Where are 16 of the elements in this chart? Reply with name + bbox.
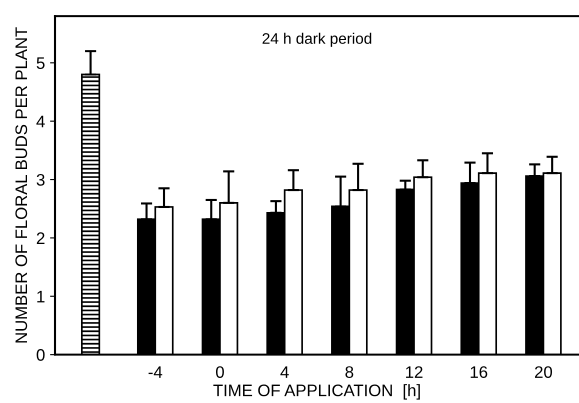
x-tick-label: -4 — [148, 366, 162, 378]
y-tick-label: 1 — [37, 290, 44, 302]
y-tick-label: 4 — [36, 116, 45, 128]
y-tick-label: 2 — [36, 232, 44, 244]
x-tick-label: 20 — [534, 366, 552, 378]
x-tick-label: 12 — [406, 366, 422, 378]
annotation: 24 h dark period — [262, 32, 372, 47]
x-axis-title: TIME OF APPLICATION [h] — [213, 384, 420, 400]
y-tick-label: 5 — [36, 57, 45, 70]
x-tick-label: 8 — [345, 366, 354, 378]
y-tick-label: 3 — [36, 174, 45, 186]
x-tick-label: 0 — [216, 366, 224, 378]
x-tick-label: 16 — [470, 366, 488, 378]
x-tick-label: 4 — [280, 366, 289, 378]
y-axis-title: NUMBER OF FLORAL BUDS PER PLANT — [15, 27, 28, 343]
y-tick-label: 0 — [36, 349, 45, 361]
